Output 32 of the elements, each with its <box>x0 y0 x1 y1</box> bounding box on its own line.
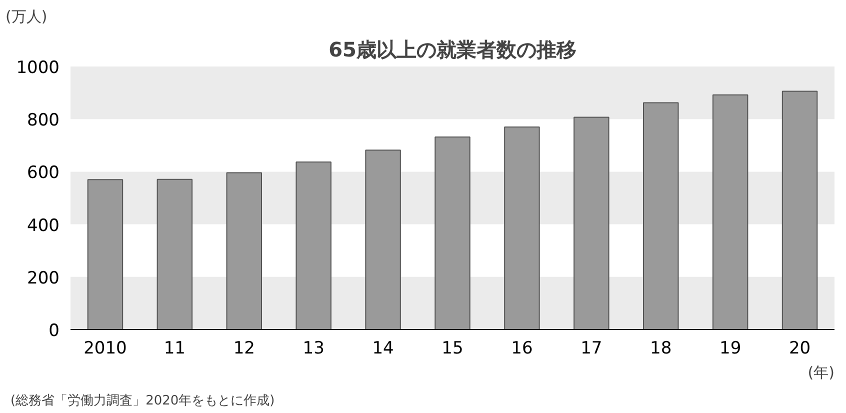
bar <box>712 94 748 330</box>
y-tick-label: 400 <box>27 216 60 236</box>
y-tick-label: 800 <box>27 110 60 131</box>
bar <box>434 136 470 330</box>
bar <box>643 102 679 330</box>
x-tick-label: 12 <box>233 338 255 358</box>
y-tick-label: 1000 <box>16 58 60 78</box>
x-tick-label: 17 <box>580 338 602 358</box>
x-axis-title: (年) <box>808 364 835 382</box>
x-tick-label: 11 <box>164 338 186 358</box>
bar <box>226 172 262 330</box>
x-tick-label: 16 <box>511 338 533 358</box>
text: (総務省「労働力調査」2020年をもとに作成) <box>10 394 275 408</box>
bar <box>365 150 401 330</box>
x-tick-label: 14 <box>372 338 394 358</box>
x-tick-label: 15 <box>442 338 464 358</box>
x-tick-label: 18 <box>650 338 672 358</box>
y-tick-label: 0 <box>48 321 60 341</box>
y-axis-title: (万人) <box>6 8 48 26</box>
x-tick-label: 20 <box>788 338 811 358</box>
bar <box>782 90 818 330</box>
x-tick-label: 13 <box>302 338 324 358</box>
chart-title: 65歳以上の就業者数の推移 <box>328 38 576 62</box>
x-tick-label: 2010 <box>84 338 127 358</box>
y-tick-label: 200 <box>27 268 60 288</box>
bar <box>504 126 540 330</box>
bar <box>574 116 610 330</box>
bar <box>87 179 124 330</box>
x-tick-label: 19 <box>720 338 742 358</box>
bar <box>156 178 193 330</box>
bar <box>296 161 332 330</box>
y-tick-label: 600 <box>27 163 60 184</box>
